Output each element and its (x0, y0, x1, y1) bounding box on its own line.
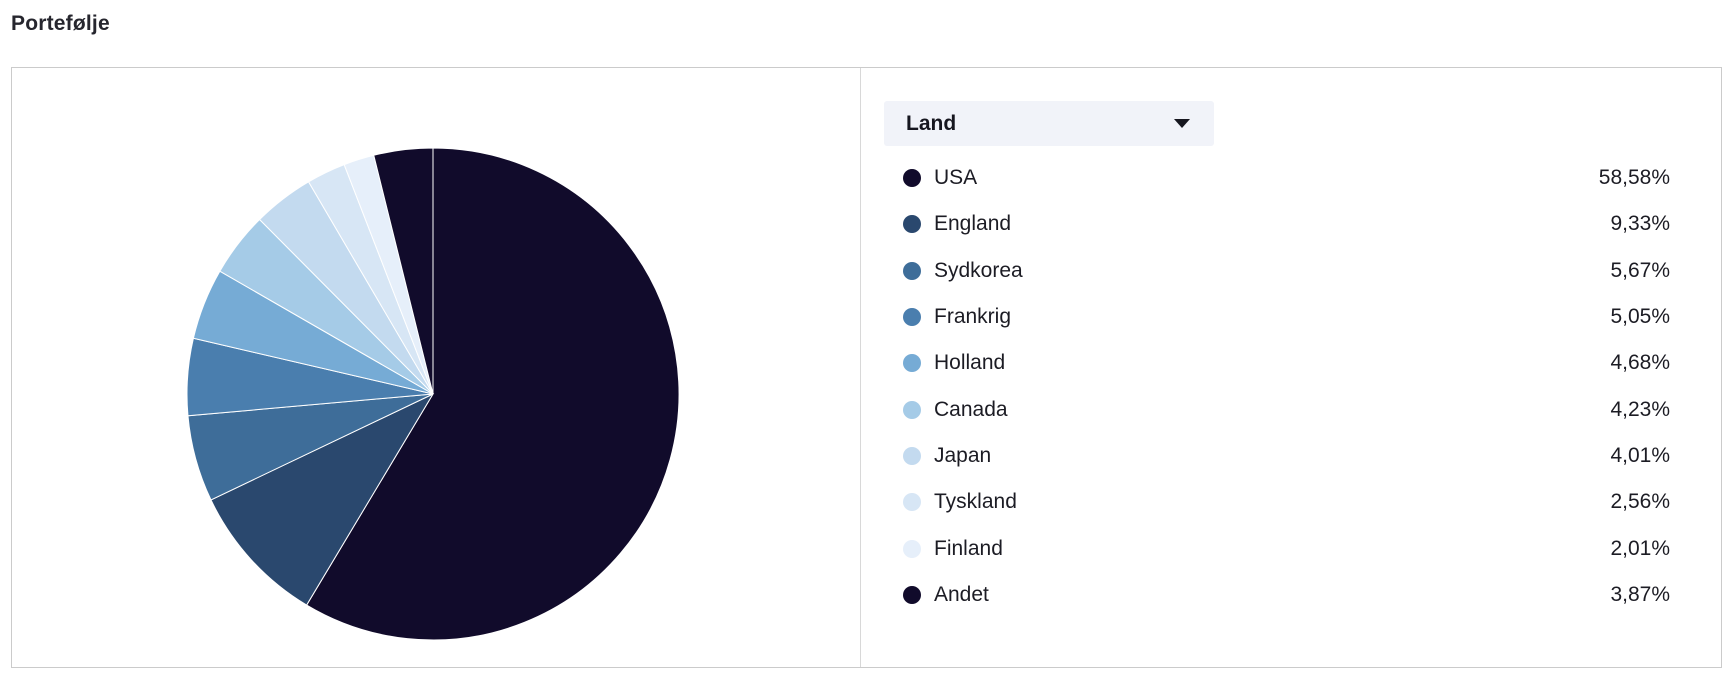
legend-area: Land USA 58,58% England 9,33% Sydkorea 5,67% F… (861, 68, 1721, 667)
pie-slice-england[interactable] (210, 392, 435, 606)
legend-value: 58,58% (1598, 166, 1670, 190)
legend-label: Frankrig (934, 305, 1012, 329)
legend-item-finland: Finland 2,01% (903, 525, 1670, 571)
legend-label: Holland (934, 351, 1006, 375)
legend-label: USA (934, 166, 978, 190)
legend-color-dot (903, 585, 921, 604)
legend-item-usa: USA 58,58% (903, 155, 1670, 201)
legend-label: Canada (934, 397, 1008, 421)
legend-color-dot (903, 539, 921, 558)
legend-item-england: England 9,33% (903, 201, 1670, 247)
legend-item-sydkorea: Sydkorea 5,67% (903, 248, 1670, 294)
legend-color-dot (903, 261, 921, 280)
portfolio-panel: Land USA 58,58% England 9,33% Sydkorea 5,67% F… (11, 67, 1722, 668)
legend-label: Tyskland (934, 490, 1017, 514)
legend-item-canada: Canada 4,23% (903, 386, 1670, 432)
legend-color-dot (903, 493, 921, 512)
legend-label: Finland (934, 536, 1003, 560)
legend-color-dot (903, 308, 921, 327)
land-dropdown[interactable]: Land (884, 101, 1214, 146)
legend-label: Sydkorea (934, 258, 1023, 282)
chevron-down-icon (1174, 119, 1190, 128)
pie-chart[interactable] (12, 68, 860, 667)
legend-item-andet: Andet 3,87% (903, 572, 1670, 618)
legend-item-tyskland: Tyskland 2,56% (903, 479, 1670, 525)
legend-label: Japan (934, 443, 992, 467)
legend-value: 5,67% (1610, 258, 1670, 282)
legend-value: 2,01% (1610, 536, 1670, 560)
pie-slice-usa[interactable] (305, 147, 680, 641)
legend-value: 9,33% (1610, 212, 1670, 236)
legend-list: USA 58,58% England 9,33% Sydkorea 5,67% Frankr… (903, 155, 1670, 618)
legend-label: Andet (934, 582, 989, 606)
panel-divider (860, 68, 861, 667)
page-title: Portefølje (11, 12, 110, 35)
legend-value: 4,68% (1610, 351, 1670, 375)
pie-slice-andet[interactable] (373, 147, 434, 395)
legend-color-dot (903, 169, 921, 188)
legend-item-frankrig: Frankrig 5,05% (903, 294, 1670, 340)
legend-color-dot (903, 400, 921, 419)
legend-value: 5,05% (1610, 305, 1670, 329)
legend-value: 3,87% (1610, 582, 1670, 606)
legend-value: 4,23% (1610, 397, 1670, 421)
legend-label: England (934, 212, 1012, 236)
legend-item-japan: Japan 4,01% (903, 433, 1670, 479)
legend-value: 2,56% (1610, 490, 1670, 514)
dropdown-label: Land (906, 111, 957, 135)
legend-color-dot (903, 446, 921, 465)
legend-item-holland: Holland 4,68% (903, 340, 1670, 386)
legend-value: 4,01% (1610, 443, 1670, 467)
legend-color-dot (903, 215, 921, 234)
pie-chart-area (12, 68, 860, 667)
legend-color-dot (903, 354, 921, 373)
